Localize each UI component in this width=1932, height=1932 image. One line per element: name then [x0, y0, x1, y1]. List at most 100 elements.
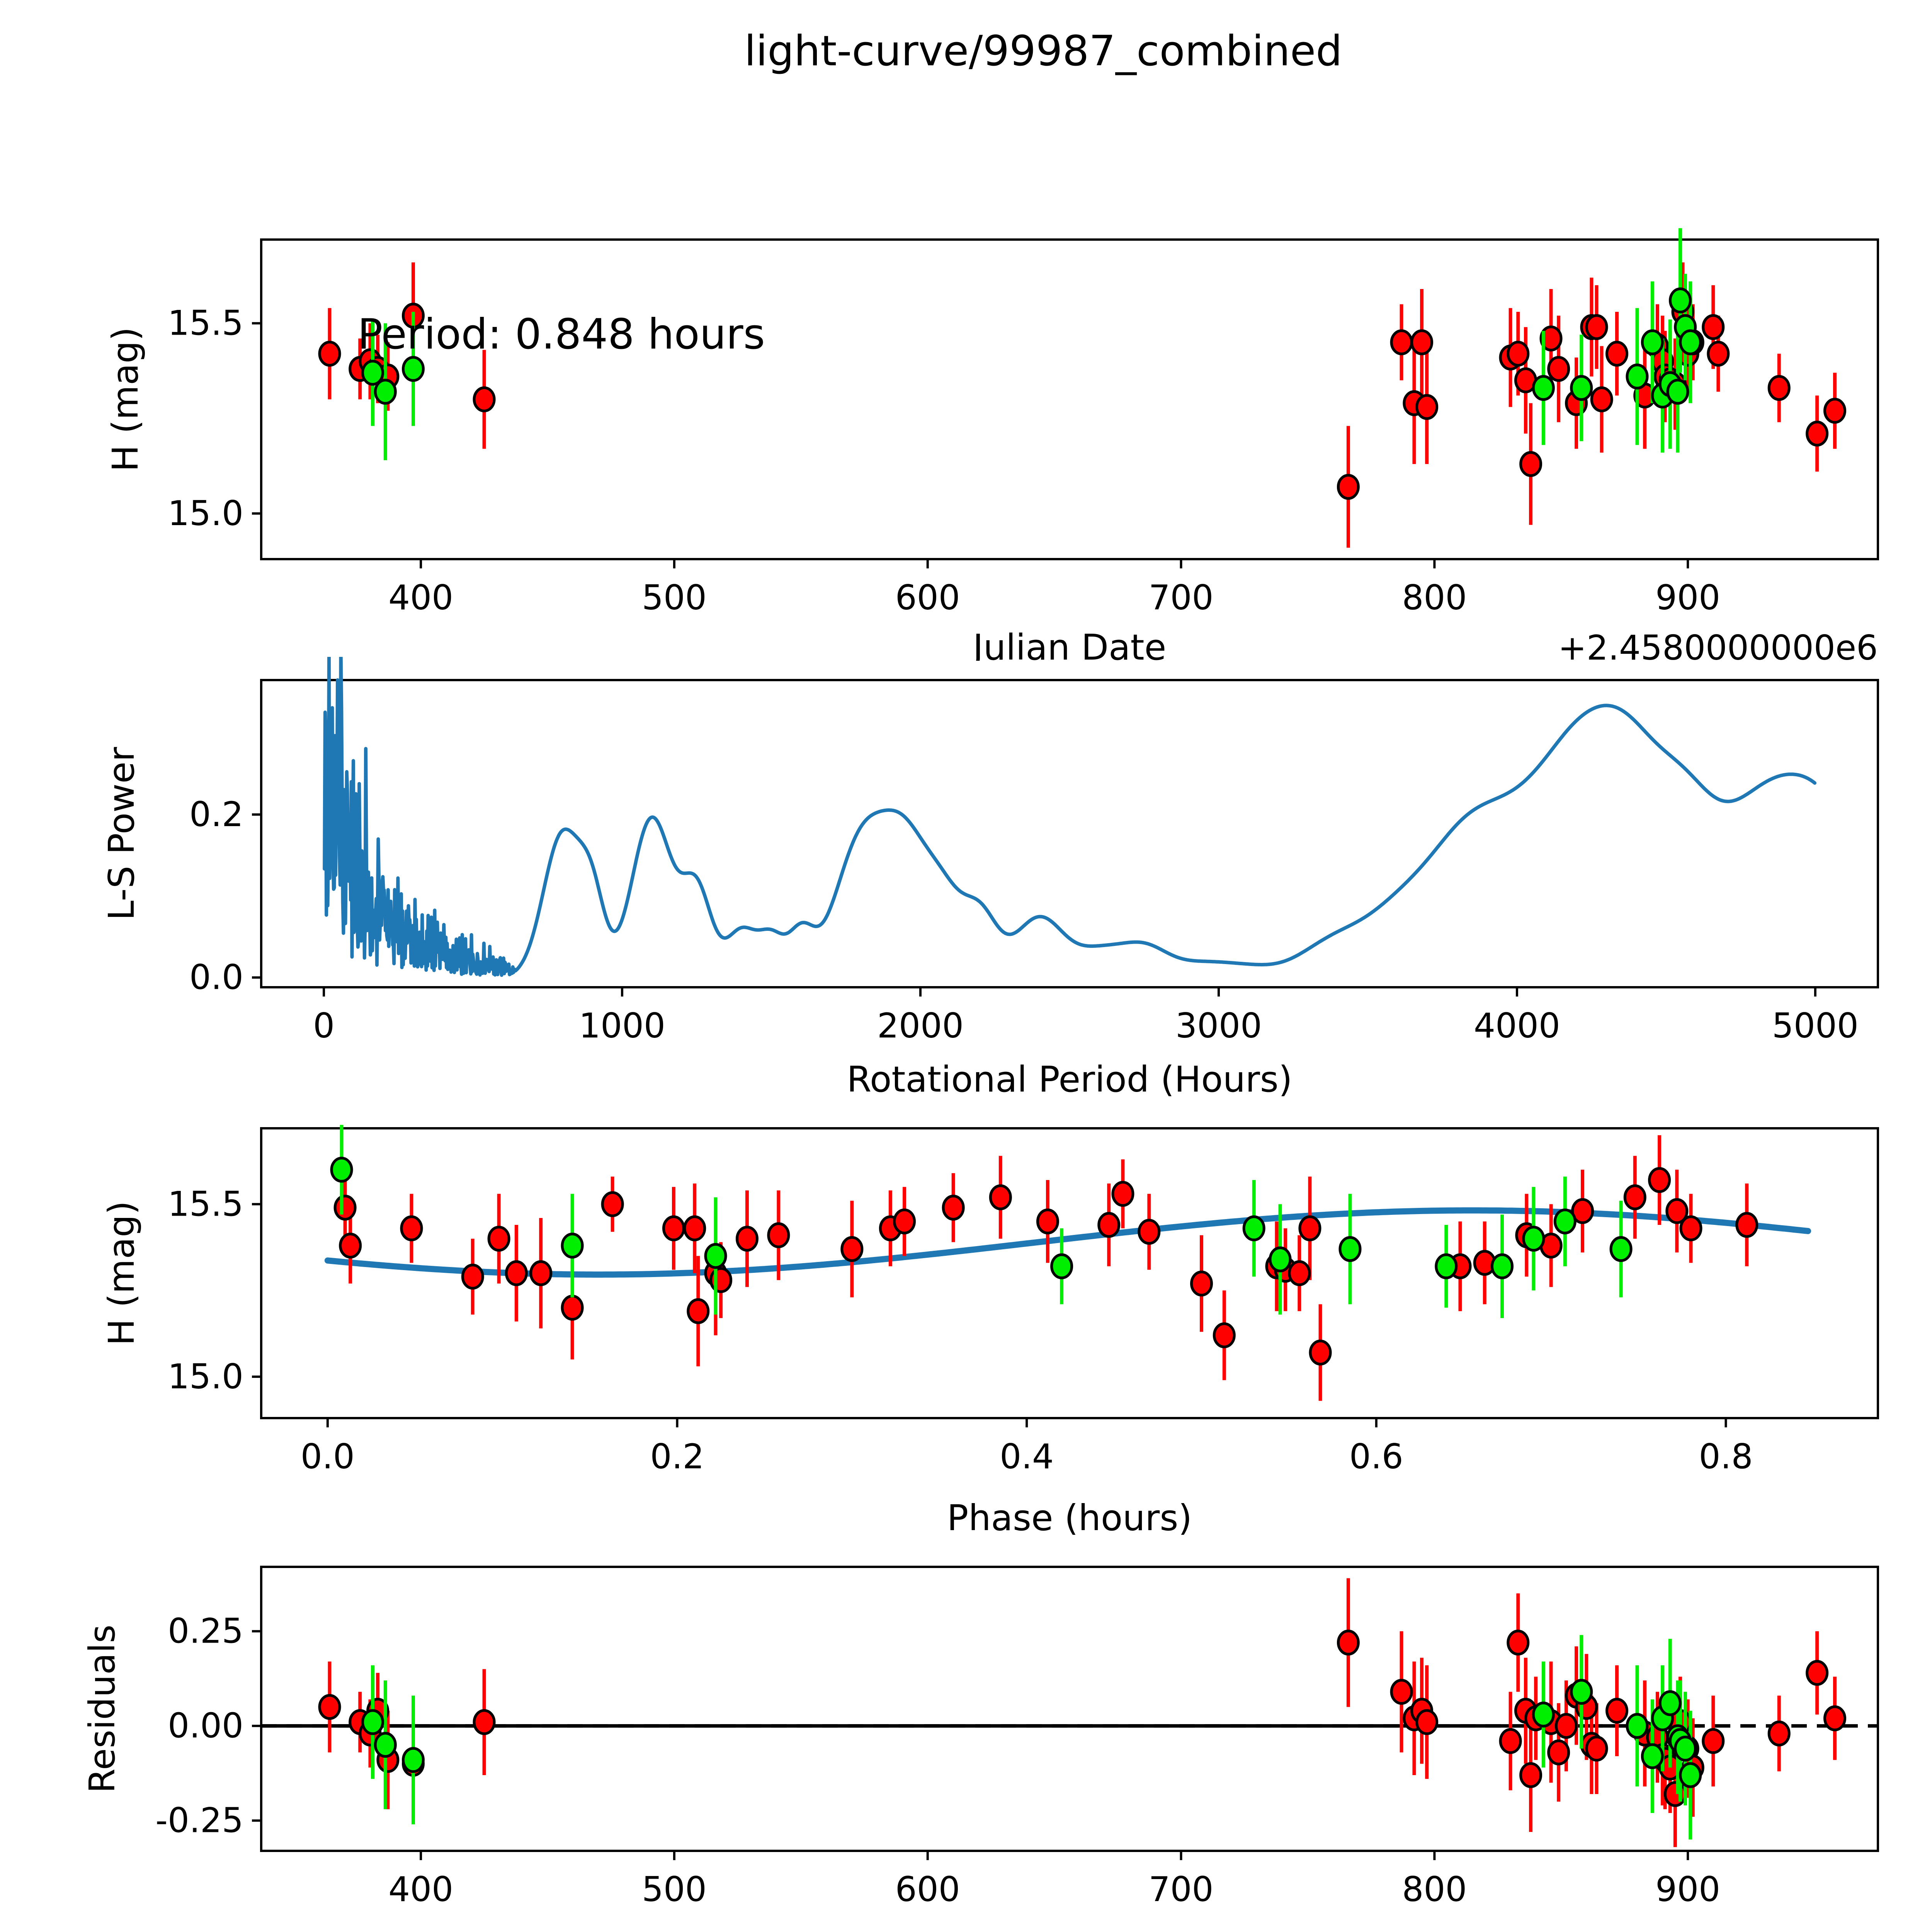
residuals-frame — [260, 1566, 1879, 1852]
data-point — [529, 1260, 553, 1286]
x-tick-label: 0.8 — [1699, 1437, 1753, 1476]
data-point — [1806, 420, 1829, 447]
data-point — [1648, 1167, 1671, 1193]
data-point — [333, 1194, 357, 1221]
data-point — [1702, 314, 1725, 340]
x-tick-label: 800 — [1402, 1869, 1467, 1909]
y-axis-label: H (mag) — [101, 1201, 142, 1346]
data-point — [1532, 375, 1555, 401]
periodogram-frame — [260, 679, 1879, 988]
x-tick-label: 0.0 — [301, 1437, 355, 1476]
x-tick-label: 0.2 — [650, 1437, 704, 1476]
panel-periodogram: 0 1000 2000 3000 4000 5000 0.0 0.2 Rotational Pe… — [101, 657, 1879, 1100]
data-point — [1663, 1781, 1687, 1807]
data-point — [942, 1194, 965, 1221]
data-point — [893, 1208, 916, 1235]
panel-residuals: 400 500 600 700 800 900 0.25 0.00 -0.25 Julian Da… — [82, 1566, 1879, 1932]
series-red-band — [333, 1135, 1759, 1401]
data-point — [601, 1191, 624, 1217]
data-point — [1605, 340, 1629, 367]
x-tick-label: 5000 — [1772, 1006, 1859, 1046]
data-point — [1570, 375, 1593, 401]
x-tick-label: 1000 — [579, 1006, 665, 1046]
data-point — [330, 1156, 353, 1183]
x-tick-label: 400 — [388, 1869, 453, 1909]
data-point — [1823, 398, 1847, 424]
data-point — [1337, 474, 1360, 500]
data-point — [1522, 1226, 1545, 1252]
data-point — [401, 356, 425, 382]
data-point — [473, 1709, 496, 1735]
data-point — [989, 1184, 1012, 1211]
series-green-band — [361, 228, 1702, 461]
data-point — [704, 1243, 727, 1269]
data-point — [683, 1215, 706, 1242]
data-point — [1626, 1713, 1649, 1739]
data-point — [1668, 287, 1692, 314]
data-point — [1554, 1713, 1578, 1739]
data-point — [1519, 451, 1543, 477]
data-point — [401, 1747, 425, 1773]
data-point — [461, 1264, 484, 1290]
data-point — [487, 1226, 510, 1252]
data-point — [1050, 1253, 1073, 1279]
data-point — [840, 1236, 864, 1262]
period-annotation: Period: 0.848 hours — [357, 310, 765, 359]
data-point — [1269, 1246, 1292, 1272]
data-point — [473, 386, 496, 412]
data-point — [1658, 1690, 1682, 1716]
data-point — [1666, 379, 1689, 405]
phase-frame — [260, 1127, 1879, 1419]
data-point — [1665, 1198, 1689, 1224]
data-point — [1036, 1208, 1059, 1235]
y-tick-label: 15.5 — [168, 303, 243, 343]
data-point — [1390, 1679, 1413, 1705]
data-point — [767, 1222, 790, 1248]
x-tick-label: 500 — [642, 578, 707, 617]
data-point — [1547, 356, 1570, 382]
data-point — [1707, 340, 1730, 367]
series-green-band — [330, 1125, 1633, 1318]
data-point — [1605, 1697, 1629, 1724]
y-tick-label: 0.2 — [189, 794, 243, 834]
data-point — [1338, 1236, 1362, 1262]
data-point — [505, 1260, 528, 1286]
data-point — [361, 1709, 384, 1735]
data-point — [1679, 329, 1702, 355]
data-point — [1309, 1339, 1332, 1366]
x-tick-label: 600 — [895, 1869, 960, 1909]
data-point — [1190, 1270, 1213, 1297]
data-point — [662, 1215, 685, 1242]
data-point — [318, 1694, 341, 1720]
data-point — [1626, 363, 1649, 389]
data-point — [1674, 1735, 1697, 1762]
y-tick-label: 15.5 — [168, 1184, 243, 1224]
data-point — [1507, 1629, 1530, 1656]
data-point — [1539, 325, 1563, 352]
data-point — [735, 1226, 759, 1252]
y-tick-label: 15.0 — [168, 493, 243, 533]
data-point — [1288, 1260, 1311, 1286]
data-point — [1623, 1184, 1646, 1211]
data-point — [1111, 1181, 1134, 1207]
data-point — [1679, 1762, 1702, 1788]
data-point — [561, 1233, 584, 1259]
x-tick-label: 900 — [1655, 1869, 1720, 1909]
y-tick-label: 0.0 — [189, 957, 243, 997]
panel-lightcurve-time: 400 500 600 700 800 900 15.5 15.0 Julian Date +2.… — [105, 228, 1879, 661]
x-axis-label: Phase (hours) — [947, 1497, 1192, 1539]
lightcurve-frame — [260, 238, 1879, 560]
y-tick-label: 0.25 — [168, 1611, 243, 1651]
series-green-band — [361, 1635, 1702, 1840]
data-point — [1570, 1679, 1593, 1705]
data-point — [1138, 1219, 1161, 1245]
data-point — [374, 379, 397, 405]
data-point — [1641, 329, 1664, 355]
data-point — [1298, 1215, 1321, 1242]
data-point — [1735, 1212, 1759, 1238]
x-tick-label: 600 — [895, 578, 960, 617]
data-point — [1435, 1253, 1458, 1279]
data-point — [1507, 340, 1530, 367]
data-point — [1390, 329, 1413, 355]
data-point — [1823, 1705, 1847, 1731]
